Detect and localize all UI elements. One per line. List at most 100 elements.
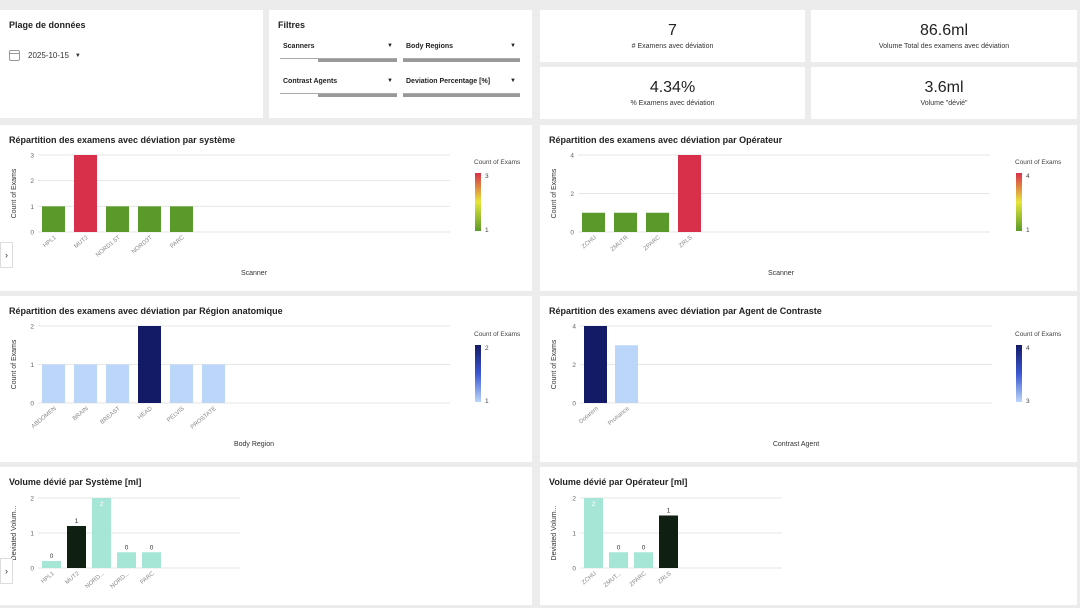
bar[interactable] (634, 552, 653, 568)
x-tick-label: NORD... (110, 571, 131, 590)
x-tick-label: ZMUTR (610, 235, 630, 254)
expand-panel-button[interactable]: › (0, 558, 13, 584)
bar[interactable] (170, 364, 193, 404)
chevron-right-icon: › (5, 566, 8, 576)
kpi-total-volume: 86.6ml Volume Total des examens avec dév… (811, 10, 1077, 62)
y-axis-label: Count of Exams (11, 339, 18, 389)
chart-title: Répartition des examens avec déviation p… (549, 306, 822, 316)
x-tick-label: MUT2 (73, 235, 90, 251)
y-axis-label: Deviated Volum... (11, 506, 18, 561)
bar[interactable] (678, 155, 701, 232)
bar[interactable] (117, 552, 136, 568)
y-axis-label: Count of Exams (11, 168, 18, 218)
legend-max-label: 4 (1026, 345, 1030, 352)
chart-title: Répartition des examens avec déviation p… (549, 135, 783, 145)
bar[interactable] (646, 212, 669, 232)
bar[interactable] (584, 498, 603, 568)
y-tick-label: 0 (30, 566, 34, 573)
kpi-value: 86.6ml (919, 21, 969, 39)
kpi-label: Volume Total des examens avec déviation (878, 43, 1010, 51)
kpi-value: 4.34% (649, 78, 696, 96)
filter-label: Body Regions (406, 43, 454, 50)
expand-panel-button[interactable]: › (0, 242, 13, 268)
x-tick-label: ZRLS (678, 235, 694, 249)
scanners-filter[interactable]: Scanners ▼ (280, 39, 397, 62)
bar[interactable] (138, 206, 161, 232)
x-tick-label: ZCHU (581, 571, 598, 586)
chart-title: Répartition des examens avec déviation p… (9, 306, 283, 316)
y-tick-label: 0 (30, 230, 34, 237)
legend-title: Count of Exams (474, 331, 521, 338)
bar[interactable] (615, 345, 638, 403)
y-axis-label: Count of Exams (551, 168, 558, 218)
date-value: 2025-10-15 (28, 51, 69, 60)
bar[interactable] (609, 552, 628, 568)
bar[interactable] (42, 561, 61, 568)
chevron-right-icon: › (5, 250, 8, 260)
legend-gradient (1016, 345, 1022, 402)
y-tick-label: 1 (30, 204, 34, 211)
x-tick-label: MUT2 (64, 571, 81, 587)
y-tick-label: 4 (572, 324, 576, 331)
kpi-exams-deviation: 7 # Examens avec déviation (540, 10, 805, 62)
data-label: 1 (75, 518, 79, 525)
body-regions-filter[interactable]: Body Regions ▼ (403, 39, 520, 62)
chevron-down-icon: ▼ (387, 78, 393, 84)
x-axis-label: Scanner (768, 270, 795, 277)
bar[interactable] (138, 326, 161, 403)
filter-label: Contrast Agents (283, 78, 338, 85)
filter-label: Scanners (283, 43, 315, 50)
legend-gradient (475, 173, 481, 231)
bar[interactable] (659, 515, 678, 569)
x-tick-label: BREAST (100, 406, 123, 426)
chart-card-region: Répartition des examens avec déviation p… (0, 296, 532, 462)
y-tick-label: 2 (572, 362, 576, 369)
x-axis-label: Scanner (241, 270, 268, 277)
filters-panel: Filtres Scanners ▼ Body Regions ▼ Contra… (269, 10, 532, 118)
bar[interactable] (92, 498, 111, 568)
deviation-percentage-filter[interactable]: Deviation Percentage [%] ▼ (403, 74, 520, 97)
bar[interactable] (67, 526, 86, 568)
chart-title: Répartition des examens avec déviation p… (9, 135, 236, 145)
x-tick-label: ZCHU (581, 235, 598, 250)
x-tick-label: HPL1 (40, 571, 56, 586)
data-label: 0 (642, 544, 646, 551)
contrast-agents-filter[interactable]: Contrast Agents ▼ (280, 74, 397, 97)
bar[interactable] (142, 552, 161, 568)
y-tick-label: 0 (572, 566, 576, 573)
chart-deviation-by-operator: 0 2 4 Count of Exams ZCHU ZMUTR ZPARC ZRLS Scann… (551, 153, 1062, 278)
bar[interactable] (170, 206, 193, 232)
y-tick-label: 1 (572, 531, 576, 538)
x-tick-label: NORD1.5T (95, 235, 122, 259)
bar[interactable] (74, 364, 97, 404)
data-label: 0 (50, 553, 54, 560)
x-tick-label: PARC (139, 571, 156, 586)
bar[interactable] (106, 206, 129, 232)
x-tick-label: Dotarem (578, 406, 599, 425)
chart-title: Volume dévié par Opérateur [ml] (549, 477, 688, 487)
x-tick-label: PROSTATE (190, 406, 218, 431)
x-tick-label: NORD... (85, 571, 106, 590)
bar[interactable] (584, 326, 607, 403)
bar[interactable] (582, 212, 605, 232)
legend-min-label: 1 (485, 227, 489, 234)
data-label: 0 (150, 544, 154, 551)
chart-volume-by-system: 0 1 2 Deviated Volum... HPL1 0 MUT2 1 NORD... 2 NO… (11, 496, 240, 590)
date-picker[interactable]: 2025-10-15 ▼ (9, 50, 81, 61)
x-tick-label: PARC (169, 235, 186, 250)
bar[interactable] (74, 155, 97, 232)
bar[interactable] (106, 364, 129, 404)
kpi-label: % Examens avec déviation (630, 100, 715, 108)
bar[interactable] (42, 364, 65, 404)
data-label: 2 (592, 501, 596, 508)
x-tick-label: ZMUT... (603, 571, 623, 589)
chart-card-volume-operator: Volume dévié par Opérateur [ml] 0 1 2 Devia… (540, 467, 1077, 605)
x-tick-label: Prohance (607, 406, 631, 428)
bar[interactable] (42, 206, 65, 232)
y-tick-label: 3 (30, 153, 34, 160)
bar[interactable] (202, 364, 225, 404)
legend-gradient (475, 345, 481, 402)
legend-gradient (1016, 173, 1022, 231)
bar[interactable] (614, 212, 637, 232)
data-label: 2 (100, 501, 104, 508)
